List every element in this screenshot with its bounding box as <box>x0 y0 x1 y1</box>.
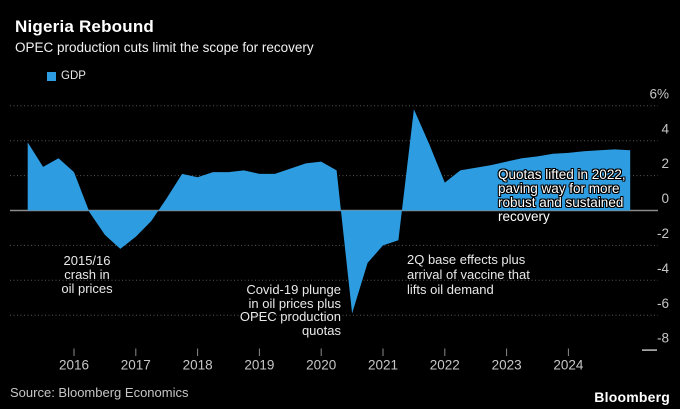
legend-label-gdp: GDP <box>61 70 86 82</box>
x-axis-label: 2018 <box>183 358 213 373</box>
annotation-crash-2015-16: 2015/16 crash in oil prices <box>61 253 113 296</box>
legend: GDP <box>47 70 86 82</box>
y-axis-label: 0 <box>661 191 669 206</box>
x-axis-label: 2016 <box>59 358 89 373</box>
annotation-quotas-lifted: Quotas lifted in 2022, paving way for mo… <box>498 167 626 224</box>
y-axis-label: -6 <box>657 296 669 311</box>
legend-swatch-gdp <box>47 71 56 81</box>
y-axis-label: -2 <box>657 226 669 241</box>
y-axis-label: -4 <box>657 261 669 276</box>
x-axis-label: 2021 <box>368 358 398 373</box>
chart-title: Nigeria Rebound <box>15 17 155 36</box>
y-axis-label: 6% <box>649 86 669 101</box>
y-axis-label: 2 <box>661 156 669 171</box>
bloomberg-logo: Bloomberg <box>594 389 670 405</box>
x-axis-label: 2017 <box>121 358 151 373</box>
y-axis-label: 4 <box>661 121 669 136</box>
y-axis-label: -8 <box>657 331 669 346</box>
gdp-area <box>27 109 631 314</box>
x-axis-label: 2024 <box>553 358 584 373</box>
annotation-covid-plunge: Covid-19 plunge in oil prices plus OPEC … <box>239 282 341 338</box>
source-line: Source: Bloomberg Economics <box>10 385 189 400</box>
x-axis-label: 2020 <box>306 358 336 373</box>
x-axis-label: 2022 <box>430 358 460 373</box>
chart-subtitle: OPEC production cuts limit the scope for… <box>15 40 314 55</box>
x-axis-label: 2019 <box>244 358 274 373</box>
annotation-base-effects: 2Q base effects plus arrival of vaccine … <box>407 252 530 297</box>
x-axis-label: 2023 <box>492 358 522 373</box>
